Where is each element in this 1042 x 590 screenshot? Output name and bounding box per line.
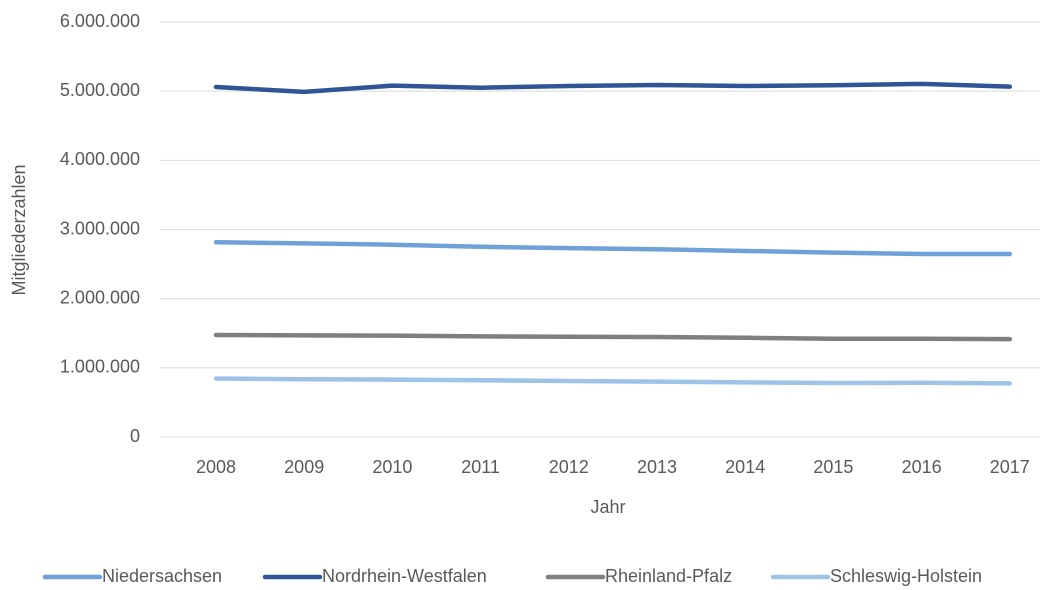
x-tick-label: 2016: [902, 457, 942, 477]
series-line: [213, 376, 1013, 386]
y-tick-label: 2.000.000: [60, 287, 140, 307]
series-line: [213, 81, 1013, 95]
x-tick-label: 2011: [461, 457, 500, 477]
legend-label: Rheinland-Pfalz: [605, 566, 732, 586]
x-tick-label: 2008: [196, 457, 236, 477]
x-axis-title: Jahr: [590, 497, 625, 517]
x-tick-label: 2012: [549, 457, 589, 477]
x-tick-label: 2017: [990, 457, 1030, 477]
y-axis-title: Mitgliederzahlen: [9, 164, 29, 295]
x-tick-label: 2015: [813, 457, 853, 477]
legend-label: Niedersachsen: [102, 566, 222, 586]
series-line: [213, 240, 1013, 257]
y-tick-label: 1.000.000: [60, 357, 140, 377]
y-tick-label: 4.000.000: [60, 149, 140, 169]
series-line: [213, 332, 1013, 342]
y-tick-label: 0: [130, 426, 140, 446]
y-tick-label: 5.000.000: [60, 80, 140, 100]
y-tick-label: 6.000.000: [60, 11, 140, 31]
x-tick-label: 2009: [284, 457, 324, 477]
y-tick-label: 3.000.000: [60, 218, 140, 238]
x-tick-label: 2010: [372, 457, 412, 477]
legend-label: Schleswig-Holstein: [830, 566, 982, 586]
legend-label: Nordrhein-Westfalen: [322, 566, 487, 586]
x-tick-label: 2014: [725, 457, 765, 477]
x-tick-label: 2013: [637, 457, 677, 477]
